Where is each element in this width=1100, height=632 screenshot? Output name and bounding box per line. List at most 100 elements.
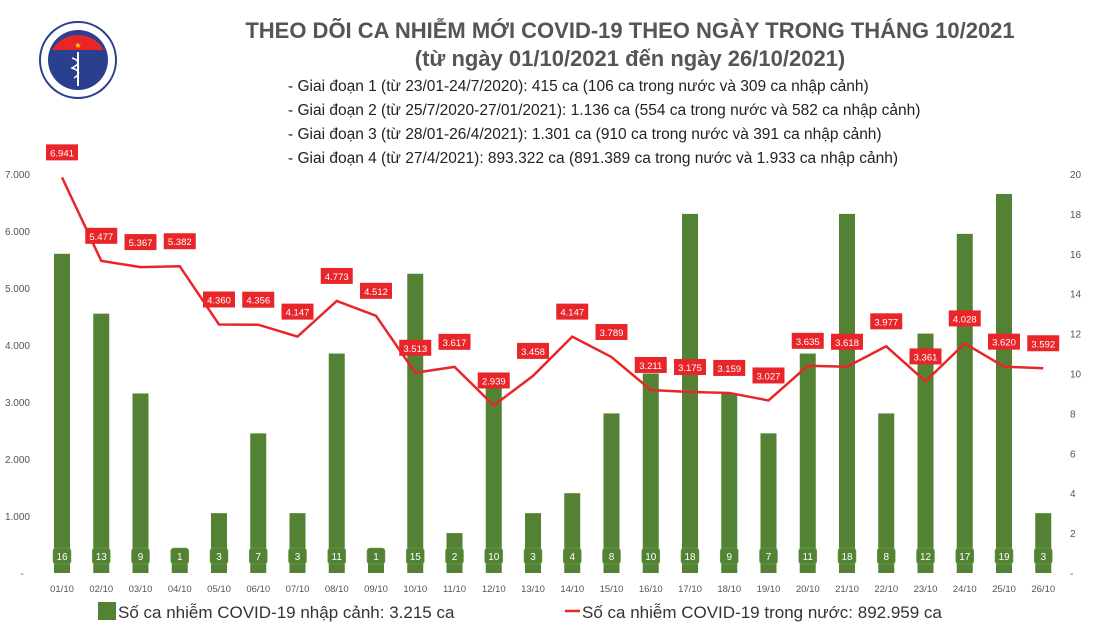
bar-data-label: 7: [766, 552, 772, 563]
x-axis-tick: 18/10: [717, 584, 741, 595]
bar-imported-01/10: [54, 253, 70, 574]
x-axis-tick: 13/10: [521, 584, 545, 595]
left-axis-tick: 2.000: [5, 455, 30, 466]
x-axis-tick: 22/10: [874, 584, 898, 595]
right-axis-tick: 8: [1070, 409, 1076, 420]
bar-data-label: 8: [609, 552, 615, 563]
bar-data-label: 3: [295, 552, 301, 563]
right-axis-tick: 4: [1070, 489, 1076, 500]
bar-data-label: 9: [138, 552, 144, 563]
right-axis-tick: 16: [1070, 250, 1082, 261]
bar-imported-02/10: [93, 313, 110, 573]
bar-label-box: [719, 547, 739, 565]
x-axis-tick: 08/10: [325, 584, 349, 595]
ministry-of-health-logo: ★: [39, 21, 117, 99]
line-data-label: 5.477: [89, 232, 113, 243]
bar-imported-15/10: [603, 413, 620, 573]
bar-label-box: [91, 547, 111, 565]
bar-label-box: [405, 547, 425, 565]
legend-bar-swatch: [98, 602, 116, 620]
x-axis-tick: 03/10: [129, 584, 153, 595]
line-data-label: 4.512: [364, 287, 388, 298]
bar-data-label: 7: [255, 552, 261, 563]
bar-label-box: [1033, 547, 1053, 565]
left-axis-tick: 1.000: [5, 512, 30, 523]
x-axis-tick: 23/10: [914, 584, 938, 595]
line-label-box: [752, 367, 785, 384]
bar-label-box: [680, 547, 700, 565]
bar-data-label: 19: [998, 552, 1010, 563]
x-axis-tick: 07/10: [286, 584, 310, 595]
bar-imported-12/10: [485, 373, 502, 573]
bar-data-label: 11: [803, 552, 814, 563]
line-data-label: 4.028: [953, 314, 977, 325]
line-label-box: [556, 303, 589, 320]
line-label-box: [1027, 335, 1060, 352]
line-label-box: [595, 324, 628, 341]
bar-imported-21/10: [839, 213, 855, 573]
bar-label-box: [955, 547, 975, 565]
right-axis-tick: 14: [1070, 290, 1082, 301]
left-axis-tick: 4.000: [5, 341, 30, 352]
line-data-label: 3.361: [914, 352, 938, 363]
x-axis-tick: 17/10: [678, 584, 702, 595]
bar-label-box: [523, 547, 543, 565]
left-axis-tick: -: [20, 569, 23, 580]
right-axis-tick: 18: [1070, 210, 1082, 221]
line-label-box: [870, 313, 903, 330]
line-label-box: [477, 372, 510, 389]
bar-label-box: [641, 547, 661, 565]
x-axis-tick: 25/10: [992, 584, 1016, 595]
line-data-label: 3.211: [639, 361, 662, 372]
line-label-box: [909, 348, 942, 365]
bar-label-box: [484, 547, 504, 565]
line-data-label: 4.356: [246, 296, 270, 307]
line-label-box: [634, 356, 667, 373]
bar-imported-17/10: [682, 213, 698, 573]
line-data-label: 5.382: [168, 237, 192, 248]
bar-data-label: 10: [488, 552, 500, 563]
line-data-label: 3.027: [757, 371, 781, 382]
line-data-label: 3.618: [835, 338, 859, 349]
x-axis-tick: 10/10: [403, 584, 427, 595]
bar-label-box: [248, 547, 268, 565]
bar-label-box: [366, 547, 386, 565]
bar-data-label: 2: [452, 552, 458, 563]
line-label-box: [124, 234, 157, 251]
stage-3-text: - Giai đoạn 3 (từ 28/01-26/4/2021): 1.30…: [288, 126, 882, 143]
line-data-label: 6.941: [50, 148, 74, 159]
line-label-box: [46, 144, 78, 161]
svg-text:★: ★: [74, 41, 81, 50]
right-axis-tick: -: [1070, 569, 1073, 580]
line-data-label: 2.939: [482, 376, 506, 387]
bar-data-label: 17: [959, 552, 971, 563]
bar-imported-24/10: [956, 233, 973, 573]
bar-data-label: 11: [332, 552, 343, 563]
line-label-box: [203, 291, 235, 308]
x-axis-tick: 20/10: [796, 584, 820, 595]
line-data-label: 3.617: [443, 338, 467, 349]
bar-data-label: 3: [1040, 552, 1046, 563]
x-axis-tick: 02/10: [89, 584, 113, 595]
bar-data-label: 18: [841, 552, 853, 563]
line-label-box: [988, 333, 1020, 350]
x-axis-tick: 01/10: [50, 584, 74, 595]
left-axis-tick: 7.000: [5, 170, 30, 181]
left-axis-tick: 5.000: [5, 284, 30, 295]
bar-data-label: 18: [684, 552, 696, 563]
line-data-label: 3.458: [521, 347, 545, 358]
line-data-label: 4.147: [286, 308, 310, 319]
bar-imported-10/10: [407, 273, 424, 573]
x-axis-tick: 11/10: [443, 584, 466, 595]
right-axis-tick: 2: [1070, 529, 1076, 540]
bar-label-box: [52, 547, 72, 565]
left-axis-tick: 3.000: [5, 398, 30, 409]
line-data-label: 3.620: [992, 338, 1016, 349]
legend-line-label: Số ca nhiễm COVID-19 trong nước: 892.959…: [582, 603, 942, 622]
x-axis-tick: 26/10: [1031, 584, 1055, 595]
line-data-label: 4.773: [325, 272, 349, 283]
bar-imported-20/10: [799, 353, 816, 573]
x-axis-tick: 14/10: [560, 584, 584, 595]
